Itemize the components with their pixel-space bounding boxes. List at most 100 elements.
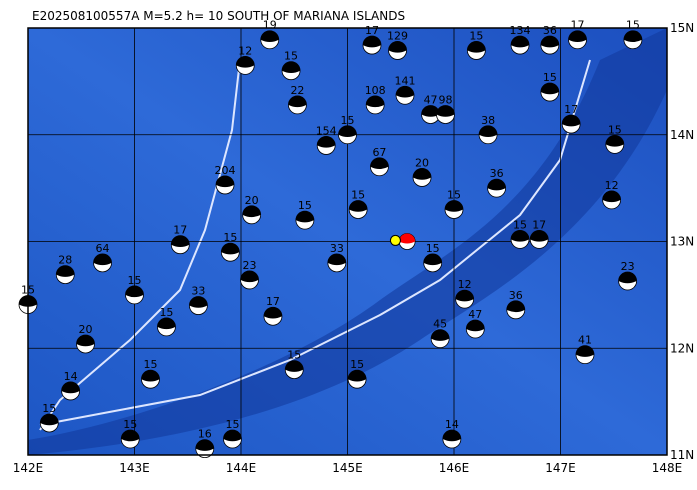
depth-label: 12: [605, 179, 619, 192]
depth-label: 15: [350, 358, 364, 371]
beachball-quadrant: [431, 329, 450, 341]
beachball-quadrant: [540, 36, 559, 48]
depth-label: 20: [245, 194, 259, 207]
beachball-quadrant: [285, 360, 304, 372]
depth-label: 45: [433, 318, 447, 331]
beachball-quadrant: [260, 30, 279, 42]
beachball: [362, 35, 382, 55]
beachball-quadrant: [349, 200, 368, 212]
beachball: [348, 200, 368, 219]
beachball-quadrant: [445, 200, 463, 212]
beachball: [223, 429, 242, 449]
depth-label: 15: [626, 19, 640, 32]
depth-label: 15: [351, 188, 365, 201]
beachball-quadrant: [93, 253, 112, 266]
beachball: [444, 200, 464, 219]
beachball-quadrant: [370, 157, 389, 170]
beachball: [442, 429, 462, 449]
beachball: [510, 35, 530, 55]
beachball-quadrant: [288, 95, 307, 108]
depth-label: 17: [532, 218, 546, 231]
beachball: [510, 229, 530, 249]
beachball: [529, 229, 549, 249]
frame: [27, 27, 668, 456]
depth-label: 129: [387, 29, 408, 42]
beachball: [39, 413, 59, 433]
beachball-quadrant: [618, 271, 637, 284]
depth-label: 15: [223, 231, 237, 244]
beachball-quadrant: [195, 439, 214, 451]
beachball: [602, 190, 622, 210]
beachball-quadrant: [623, 30, 642, 42]
beachball: [61, 381, 80, 401]
depth-label: 15: [341, 114, 355, 127]
depth-label: 14: [64, 370, 78, 383]
depth-label: 15: [426, 242, 440, 255]
beachball: [421, 105, 440, 124]
depth-label: 67: [372, 146, 386, 159]
beachball-quadrant: [263, 307, 282, 319]
beachball: [465, 319, 485, 339]
beachball: [76, 334, 95, 354]
x-tick-label: 142E: [13, 461, 44, 475]
beachball: [327, 253, 347, 273]
beachball-quadrant: [221, 243, 240, 255]
depth-label: 154: [316, 124, 337, 137]
beachball-quadrant: [189, 296, 208, 308]
beachball: [430, 329, 450, 349]
beachball-quadrant: [362, 36, 381, 48]
depth-label: 15: [128, 274, 142, 287]
beachball-quadrant: [327, 253, 346, 266]
beachball-quadrant: [61, 381, 80, 394]
depth-label: 15: [543, 71, 557, 84]
epicenter: [389, 234, 401, 246]
depth-label: 20: [79, 323, 93, 336]
depth-label: 23: [243, 259, 257, 272]
depth-label: 15: [42, 402, 56, 415]
beachball: [347, 369, 367, 389]
beachball: [506, 300, 526, 320]
beachball: [423, 253, 443, 273]
beachball-quadrant: [76, 334, 95, 347]
beachball: [398, 233, 416, 250]
beachball: [195, 439, 215, 458]
depth-label: 141: [395, 74, 416, 87]
beachball: [540, 35, 560, 55]
x-tick-label: 146E: [439, 461, 470, 475]
beachball-quadrant: [240, 270, 259, 283]
depth-label: 15: [298, 199, 312, 212]
beachball: [370, 157, 389, 177]
beachball-quadrant: [466, 320, 485, 332]
depth-label: 36: [490, 167, 504, 180]
beachball-quadrant: [282, 61, 301, 73]
beachball-quadrant: [157, 317, 176, 330]
beachball-quadrant: [506, 300, 525, 313]
depth-label: 108: [365, 84, 386, 97]
beachball: [568, 30, 587, 50]
beachball-quadrant: [236, 56, 255, 68]
depth-label: 28: [58, 254, 72, 267]
map-title: E202508100557A M=5.2 h= 10 SOUTH OF MARI…: [32, 9, 405, 23]
x-tick-label: 148E: [652, 461, 683, 475]
depth-label: 12: [458, 278, 472, 291]
plate-boundary: [39, 59, 241, 431]
beachball: [487, 178, 507, 198]
beachball: [561, 114, 581, 134]
depth-label: 17: [266, 295, 280, 308]
depth-label: 36: [509, 289, 523, 302]
beachball: [220, 242, 240, 262]
beachball: [157, 317, 176, 337]
depth-label: 17: [173, 224, 187, 237]
beachball: [455, 289, 475, 309]
beachball-quadrant: [223, 429, 242, 442]
depth-label: 15: [123, 418, 137, 431]
depth-label: 38: [481, 114, 495, 127]
beachball: [295, 210, 315, 230]
beachball-quadrant: [442, 429, 461, 442]
depth-label: 15: [225, 418, 239, 431]
depth-label: 20: [415, 156, 429, 169]
beachball: [263, 306, 283, 326]
depth-label: 98: [438, 93, 452, 106]
beachball-quadrant: [366, 95, 385, 108]
